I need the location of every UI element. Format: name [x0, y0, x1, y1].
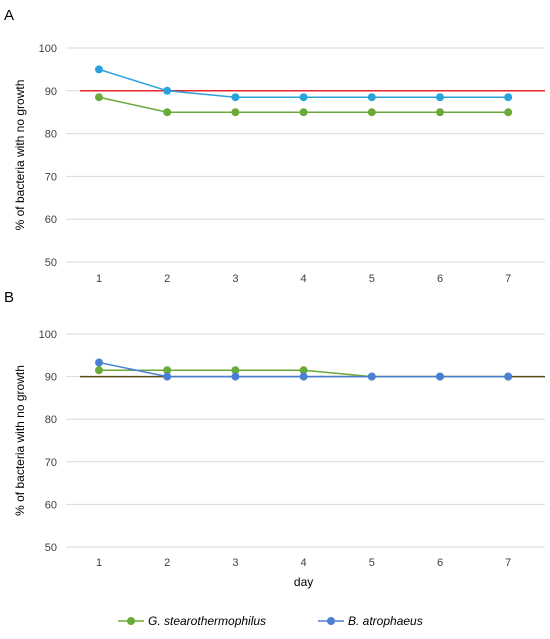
- panel-a-series-b-atrophaeus-point-4: [299, 93, 308, 102]
- panel-b-series-g-stearothermophilus-point-2: [163, 366, 172, 375]
- panel-b-series-b-atrophaeus-point-4: [299, 372, 308, 381]
- chart-panel-b: B 50 60 70 80 90 100 1 2 3 4 5 6 7 % of bacteria with …: [4, 289, 545, 589]
- panel-b-xtick-5: 5: [369, 557, 375, 569]
- panel-b-series-b-atrophaeus-point-2: [163, 372, 172, 381]
- panel-b-xtick-4: 4: [301, 557, 307, 569]
- panel-b-series-g-stearothermophilus-point-1: [95, 366, 103, 375]
- panel-a-xtick-4: 4: [301, 273, 307, 285]
- panel-a-series-g-stearothermophilus-point-3: [231, 108, 240, 117]
- panel-b-series-b-atrophaeus-point-1: [95, 358, 103, 367]
- panel-a-series-b-atrophaeus-point-5: [367, 93, 376, 102]
- panel-b-y-axis-title: % of bacteria with no growth: [13, 365, 27, 516]
- panel-b-xtick-6: 6: [437, 557, 443, 569]
- panel-a-series-g-stearothermophilus-point-1: [95, 93, 103, 102]
- panel-a-xtick-5: 5: [369, 273, 375, 285]
- panel-a-xtick-7: 7: [505, 273, 511, 285]
- panel-b-ytick-90: 90: [45, 372, 57, 384]
- panel-b-ytick-60: 60: [45, 499, 57, 511]
- panel-b-x-axis-title: day: [294, 575, 313, 589]
- panel-b-series-b-atrophaeus-point-5: [367, 372, 376, 381]
- panel-b-label: B: [4, 289, 14, 306]
- panel-a-ytick-100: 100: [39, 43, 57, 55]
- legend-label-g-stearothermophilus: G. stearothermophilus: [148, 614, 266, 628]
- panel-a-xtick-2: 2: [164, 273, 170, 285]
- panel-b-series-b-atrophaeus-point-6: [436, 372, 444, 381]
- panel-a-xtick-1: 1: [96, 273, 102, 285]
- panel-b-ytick-70: 70: [45, 457, 57, 469]
- panel-b-xtick-2: 2: [164, 557, 170, 569]
- panel-a-ytick-90: 90: [45, 86, 57, 98]
- panel-a-series-b-atrophaeus-point-2: [163, 86, 172, 95]
- panel-a-series-b-atrophaeus-point-3: [231, 93, 240, 102]
- panel-b-series-b-atrophaeus-point-3: [231, 372, 240, 381]
- panel-a-ytick-60: 60: [45, 214, 57, 226]
- panel-b-series-g-stearothermophilus-point-3: [231, 366, 240, 375]
- chart-panel-a: A 50 60 70 80 90 100 1 2 3 4 5 6 7 % of bacteria with …: [4, 7, 545, 285]
- panel-b-series-b-atrophaeus-point-7: [504, 372, 513, 381]
- panel-a-ytick-70: 70: [45, 171, 57, 183]
- panel-a-series-g-stearothermophilus-point-2: [163, 108, 172, 117]
- panel-a-series-g-stearothermophilus-point-7: [504, 108, 513, 117]
- panel-b-xtick-7: 7: [505, 557, 511, 569]
- panel-b-ytick-50: 50: [45, 542, 57, 554]
- panel-a-y-axis-title: % of bacteria with no growth: [13, 80, 27, 231]
- panel-a-series-g-stearothermophilus-point-4: [299, 108, 308, 117]
- panel-a-series-b-atrophaeus-point-1: [95, 65, 103, 74]
- legend-marker-b-atrophaeus: [327, 617, 335, 625]
- panel-b-xtick-3: 3: [232, 557, 238, 569]
- panel-b-xtick-1: 1: [96, 557, 102, 569]
- panel-a-label: A: [4, 7, 14, 24]
- legend-label-b-atrophaeus: B. atrophaeus: [348, 614, 423, 628]
- panel-a-ytick-50: 50: [45, 257, 57, 269]
- panel-a-xtick-6: 6: [437, 273, 443, 285]
- panel-a-series-b-atrophaeus-point-7: [504, 93, 513, 102]
- panel-b-ytick-100: 100: [39, 329, 57, 341]
- panel-a-series-g-stearothermophilus-point-5: [367, 108, 376, 117]
- legend: G. stearothermophilus B. atrophaeus: [118, 614, 423, 628]
- panel-a-series-b-atrophaeus-point-6: [436, 93, 444, 102]
- panel-a-ytick-80: 80: [45, 129, 57, 141]
- panel-a-series-g-stearothermophilus-point-6: [436, 108, 444, 117]
- panel-b-series-g-stearothermophilus-point-4: [299, 366, 308, 375]
- panel-a-series-b-atrophaeus-line: [98, 68, 509, 98]
- panel-a-xtick-3: 3: [232, 273, 238, 285]
- panel-b-ytick-80: 80: [45, 414, 57, 426]
- legend-marker-g-stearothermophilus: [127, 617, 135, 625]
